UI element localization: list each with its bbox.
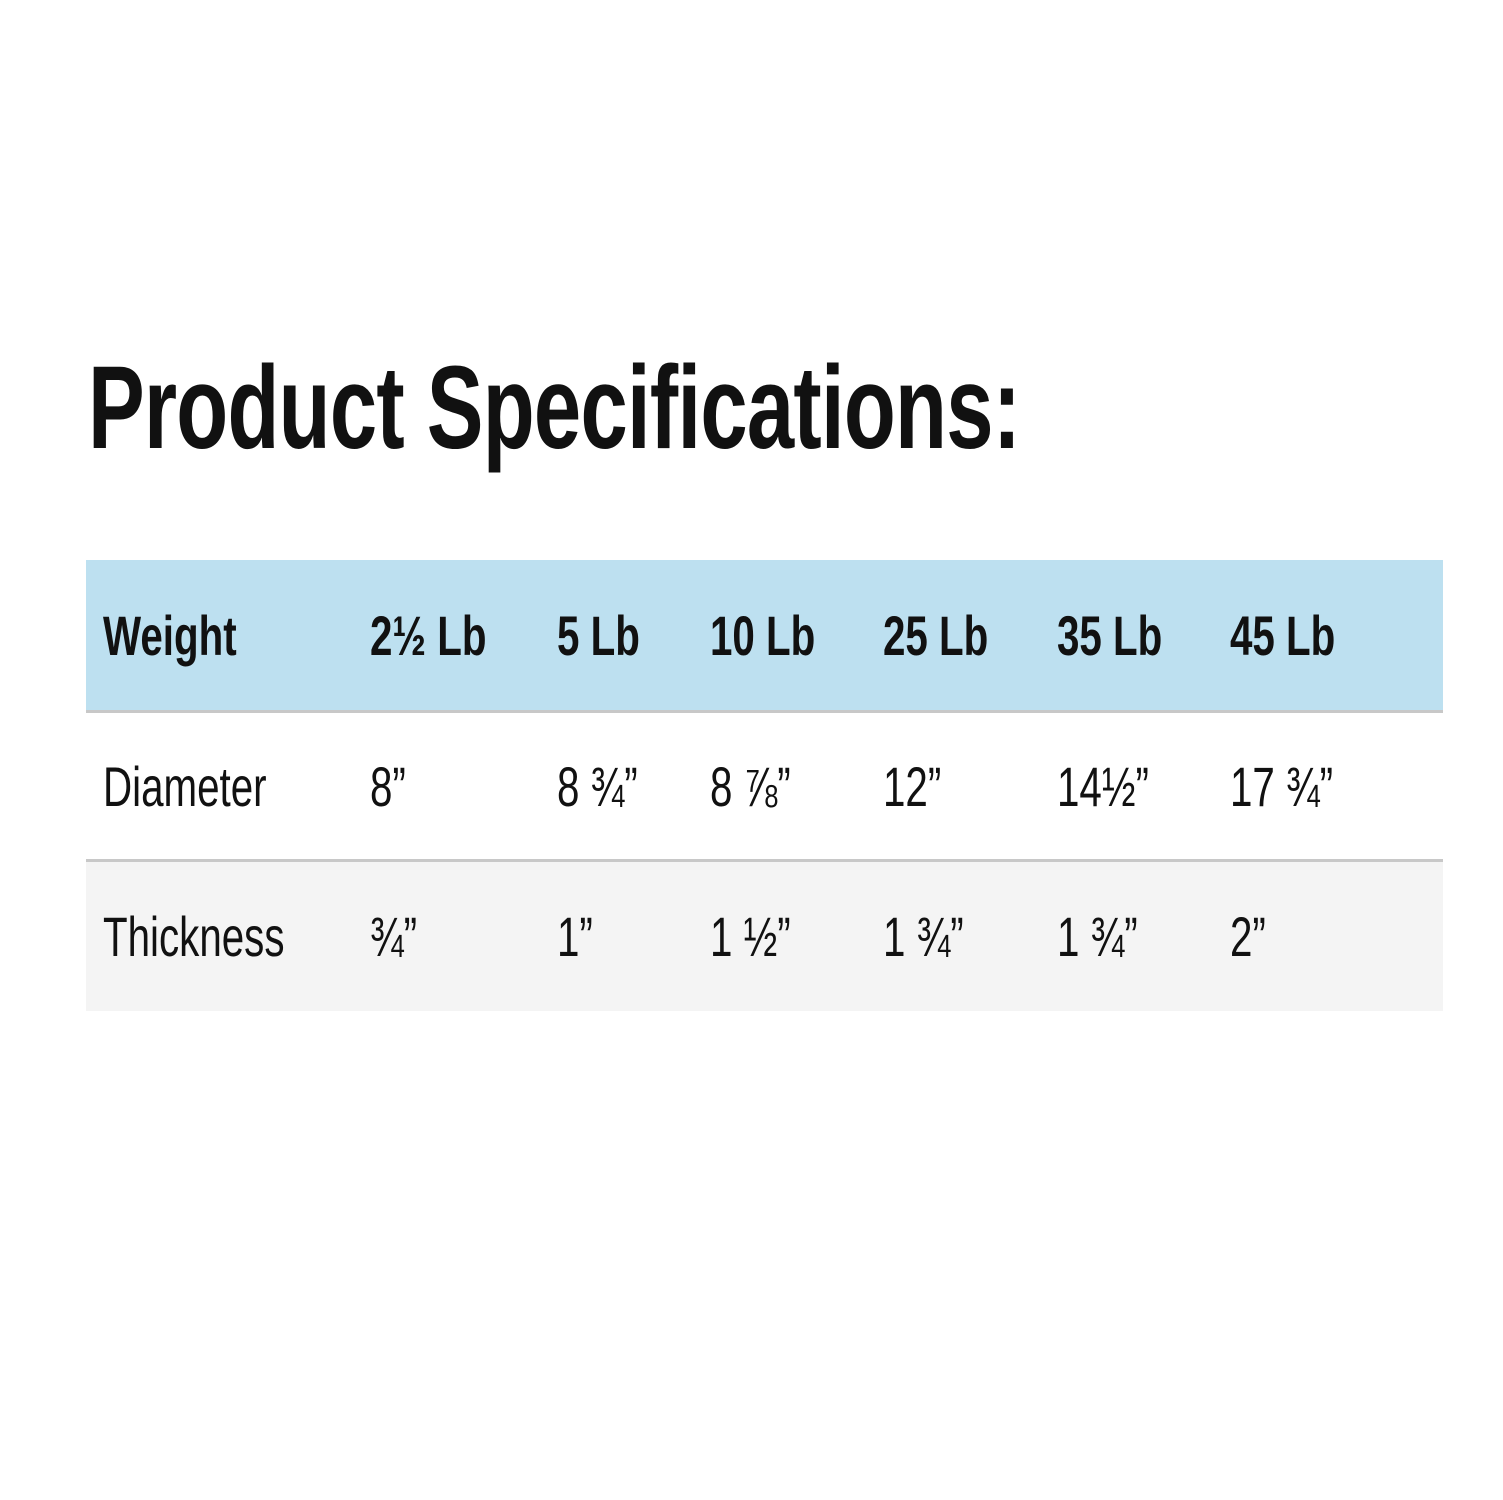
- header-cell: 35 Lb: [1057, 560, 1203, 710]
- table-cell: 12”: [883, 713, 964, 859]
- header-cell: 5 Lb: [557, 560, 672, 710]
- table-cell: 1”: [557, 862, 607, 1011]
- header-label: 5 Lb: [557, 603, 640, 667]
- cell-text: Thickness: [103, 905, 285, 968]
- header-label: 10 Lb: [710, 603, 816, 667]
- table-cell: 1 ½”: [710, 862, 822, 1011]
- table-cell: Diameter: [103, 713, 330, 859]
- cell-text: 8 ⅞”: [710, 754, 791, 818]
- cell-text: 8”: [370, 754, 406, 818]
- cell-text: Diameter: [103, 754, 267, 818]
- header-cell: 45 Lb: [1230, 560, 1376, 710]
- cell-text: ¾”: [370, 905, 418, 968]
- header-cell: 25 Lb: [883, 560, 1029, 710]
- header-label: 35 Lb: [1057, 603, 1163, 667]
- table-cell: 8 ⅞”: [710, 713, 822, 859]
- table-cell: 1 ¾”: [883, 862, 995, 1011]
- table-cell: 8”: [370, 713, 420, 859]
- cell-text: 1”: [557, 905, 593, 968]
- cell-text: 2”: [1230, 905, 1266, 968]
- header-label: Weight: [103, 603, 237, 667]
- table-row-diameter: Diameter 8” 8 ¾” 8 ⅞” 12” 14½” 17 ¾”: [86, 713, 1443, 862]
- table-cell: Thickness: [103, 862, 355, 1011]
- table-cell: 1 ¾”: [1057, 862, 1169, 1011]
- table-cell: ¾”: [370, 862, 435, 1011]
- table-cell: 14½”: [1057, 713, 1185, 859]
- cell-text: 1 ½”: [710, 905, 791, 968]
- table-cell: 8 ¾”: [557, 713, 669, 859]
- cell-text: 14½”: [1057, 754, 1149, 818]
- cell-text: 8 ¾”: [557, 754, 638, 818]
- header-cell: 10 Lb: [710, 560, 856, 710]
- cell-text: 1 ¾”: [1057, 905, 1138, 968]
- cell-text: 12”: [883, 754, 942, 818]
- header-label: 25 Lb: [883, 603, 989, 667]
- table-header-row: Weight 2½ Lb 5 Lb 10 Lb 25 Lb 35 Lb 45 L…: [86, 560, 1443, 713]
- page-title: Product Specifications:: [88, 342, 1021, 474]
- table-cell: 17 ¾”: [1230, 713, 1373, 859]
- spec-table: Weight 2½ Lb 5 Lb 10 Lb 25 Lb 35 Lb 45 L…: [86, 560, 1443, 1011]
- table-row-thickness: Thickness ¾” 1” 1 ½” 1 ¾” 1 ¾” 2”: [86, 862, 1443, 1011]
- cell-text: 1 ¾”: [883, 905, 964, 968]
- header-label: 2½ Lb: [370, 603, 487, 667]
- header-cell: Weight: [103, 560, 289, 710]
- header-label: 45 Lb: [1230, 603, 1336, 667]
- header-cell: 2½ Lb: [370, 560, 532, 710]
- cell-text: 17 ¾”: [1230, 754, 1334, 818]
- table-cell: 2”: [1230, 862, 1280, 1011]
